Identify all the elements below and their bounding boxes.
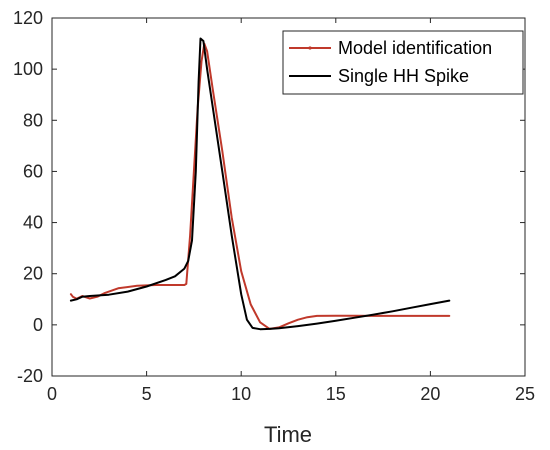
y-tick-label: 100 [13,59,43,79]
series-lines [69,37,451,331]
legend-marker-model-identification [308,46,312,50]
y-tick-label: 40 [23,213,43,233]
series-line-single-hh-spike [69,37,451,331]
legend-box [282,30,524,95]
legend-label-single-hh-spike: Single HH Spike [338,66,469,86]
y-tick-label: -20 [17,366,43,386]
y-tick-label: 80 [23,110,43,130]
y-tick-label: 60 [23,161,43,181]
x-tick-label: 15 [326,384,346,404]
x-tick-label: 10 [231,384,251,404]
y-tick-label: 120 [13,8,43,28]
series-line-model-identification [69,42,451,330]
x-tick-label: 5 [142,384,152,404]
x-tick-label: 0 [47,384,57,404]
y-tick-label: 20 [23,264,43,284]
legend-label-model-identification: Model identification [338,38,492,58]
x-axis-label: Time [264,422,312,447]
x-tick-label: 20 [420,384,440,404]
x-tick-label: 25 [515,384,535,404]
legend: Model identification Single HH Spike [282,30,524,95]
y-tick-label: 0 [33,315,43,335]
